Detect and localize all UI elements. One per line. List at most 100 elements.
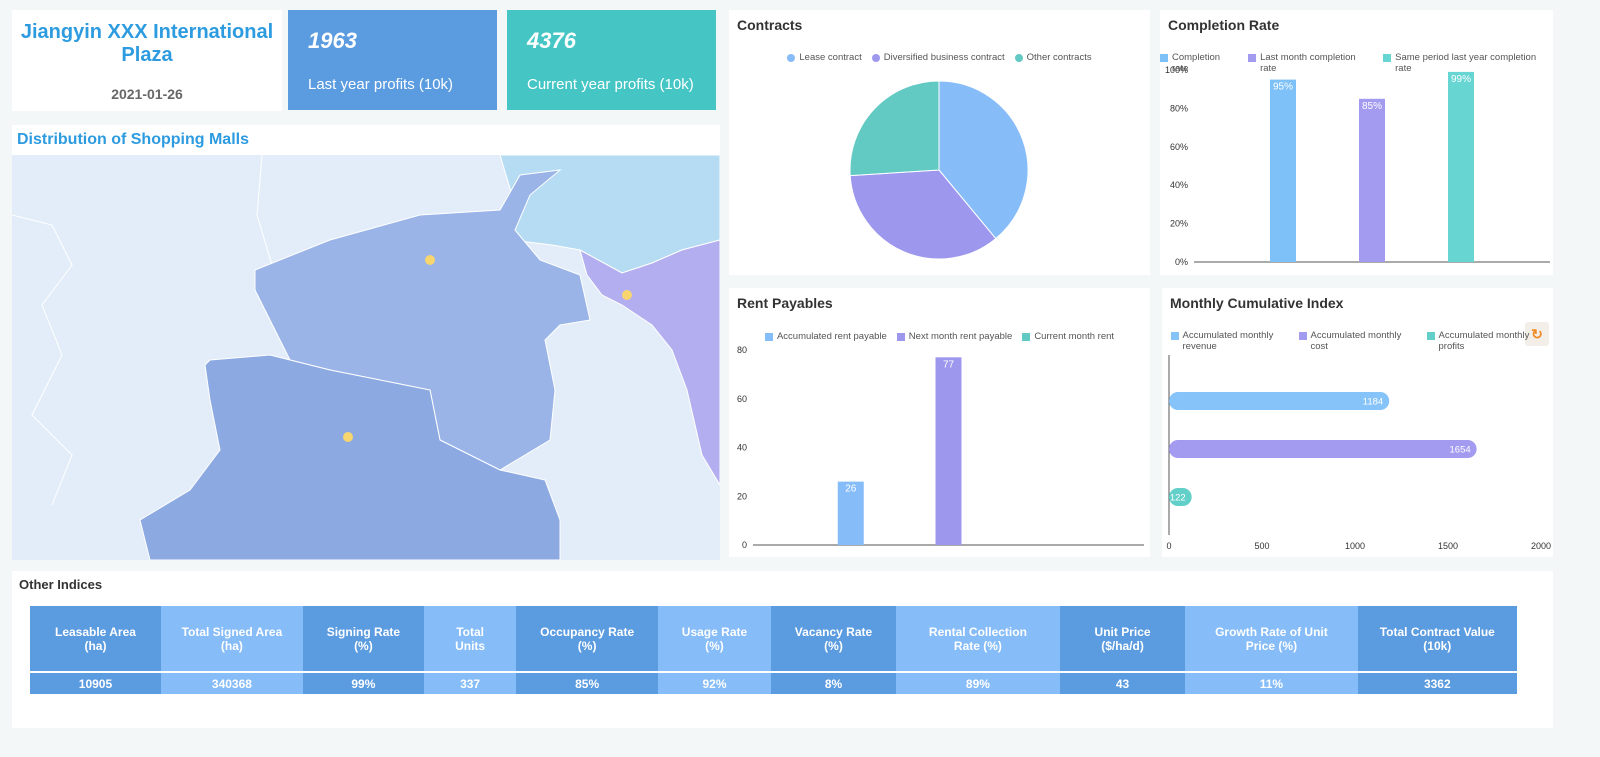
- panel-title: Other Indices: [19, 577, 103, 592]
- legend-label: Next month rent payable: [908, 331, 1013, 342]
- x-tick-label: 500: [1254, 541, 1269, 551]
- table-header-cell: Total Contract Value (10k): [1357, 606, 1517, 671]
- table-cell: 10905: [30, 673, 161, 694]
- bar: [1169, 488, 1192, 506]
- table-header-cell: Vacancy Rate (%): [770, 606, 897, 671]
- legend-label: Accumulated monthly revenue: [1182, 330, 1274, 352]
- legend: Accumulated rent payable Next month rent …: [729, 331, 1150, 342]
- legend-item: Accumulated monthly cost: [1298, 330, 1417, 352]
- kpi-label: Current year profits (10k): [527, 76, 694, 93]
- pie-slice: [938, 80, 1029, 240]
- data-label: 122: [1170, 493, 1186, 504]
- bar: [1270, 79, 1296, 262]
- map: [12, 155, 720, 560]
- pie-slice: [849, 80, 940, 177]
- mall-marker[interactable]: [343, 432, 353, 442]
- legend: Completion rate Last month completion rat…: [1160, 52, 1553, 74]
- page-title: Jiangyin XXX International Plaza: [20, 21, 274, 66]
- panel-title: Contracts: [737, 17, 803, 33]
- map-title: Distribution of Shopping Malls: [17, 131, 249, 148]
- kpi-card: 1963 Last year profits (10k): [288, 10, 497, 110]
- legend-label: Accumulated monthly profits: [1438, 330, 1530, 352]
- table-cell: 92%: [657, 673, 771, 694]
- legend-item: Completion rate: [1160, 52, 1238, 74]
- bar: [1448, 71, 1474, 262]
- legend-item: Accumulated rent payable: [764, 331, 887, 342]
- contracts-panel: Contracts Lease contract Diversified busin…: [729, 10, 1150, 275]
- kpi-value: 1963: [308, 28, 357, 53]
- map-region: [579, 239, 720, 486]
- y-tick-label: 80: [737, 345, 747, 355]
- legend-label: Current month rent: [1034, 331, 1115, 342]
- legend-swatch: [1014, 54, 1023, 62]
- pie-chart: [849, 80, 1029, 260]
- table-cell: 85%: [516, 673, 658, 694]
- table-header-cell: Occupancy Rate (%): [516, 606, 658, 671]
- map-region: [139, 354, 561, 560]
- legend-swatch: [896, 333, 905, 341]
- bar-chart: 0 500 1000 1500 2000 1184 1654 122: [1166, 355, 1551, 551]
- legend-swatch: [1170, 332, 1179, 340]
- legend-item: Diversified business contract: [871, 52, 1005, 63]
- table-header-cell: Leasable Area (ha): [30, 606, 161, 671]
- table-cell: 340368: [160, 673, 303, 694]
- bar: [935, 357, 962, 545]
- map-border: [256, 155, 273, 266]
- legend: Lease contract Diversified business contr…: [729, 52, 1150, 63]
- bar: [837, 481, 864, 545]
- legend-label: Last month completion rate: [1260, 52, 1356, 74]
- legend-label: Other contracts: [1026, 52, 1092, 63]
- legend-swatch: [1248, 54, 1257, 62]
- rent-panel: Rent Payables Accumulated rent payable Nex…: [729, 288, 1150, 557]
- legend-swatch: [1298, 332, 1307, 340]
- kpi-card: 4376 Current year profits (10k): [507, 10, 716, 110]
- mall-marker[interactable]: [425, 255, 435, 265]
- legend-label: Completion rate: [1172, 52, 1221, 74]
- x-tick-label: 1000: [1345, 541, 1365, 551]
- data-label: 85%: [1362, 101, 1382, 112]
- header-panel: Jiangyin XXX International Plaza 2021-01…: [12, 10, 282, 111]
- table-cell: 11%: [1185, 673, 1358, 694]
- y-tick-label: 60%: [1170, 142, 1188, 152]
- pie-slice: [849, 169, 997, 260]
- refresh-button[interactable]: ↻: [1525, 322, 1549, 346]
- table-header-cell: Unit Price ($/ha/d): [1059, 606, 1186, 671]
- table-cell: 89%: [896, 673, 1060, 694]
- kpi-value: 4376: [527, 28, 576, 53]
- table-header-cell: Growth Rate of Unit Price (%): [1185, 606, 1358, 671]
- legend: Accumulated monthly revenue Accumulated m…: [1162, 330, 1553, 352]
- legend-label: Diversified business contract: [883, 52, 1005, 63]
- y-tick-label: 60: [737, 394, 747, 404]
- x-tick-label: 0: [1166, 541, 1171, 551]
- y-tick-label: 80%: [1170, 103, 1188, 113]
- data-label: 1184: [1363, 397, 1383, 408]
- legend-item: Accumulated monthly revenue: [1170, 330, 1289, 352]
- monthly-panel: Monthly Cumulative Index ↻ Accumulated m…: [1162, 288, 1553, 557]
- table-cell: 3362: [1357, 673, 1517, 694]
- table-header-cell: Signing Rate (%): [302, 606, 424, 671]
- data-label: 99%: [1451, 74, 1471, 85]
- legend-item: Last month completion rate: [1248, 52, 1373, 74]
- x-tick-label: 1500: [1438, 541, 1458, 551]
- legend-swatch: [1160, 54, 1168, 62]
- bar: [1169, 392, 1390, 410]
- legend-swatch: [871, 54, 880, 62]
- mall-marker[interactable]: [622, 290, 632, 300]
- y-tick-label: 100%: [1165, 65, 1188, 75]
- data-label: 26: [845, 484, 857, 495]
- legend-item: Same period last year completion rate: [1383, 52, 1553, 74]
- table-row: 10905 340368 99% 337 85% 92% 8% 89% 43 11% 3362: [30, 673, 1517, 694]
- legend-swatch: [1383, 54, 1392, 62]
- y-tick-label: 0: [742, 540, 747, 550]
- table-header-cell: Total Signed Area (ha): [160, 606, 303, 671]
- data-label: 95%: [1273, 82, 1293, 93]
- bar: [1359, 98, 1385, 262]
- legend-swatch: [787, 54, 796, 62]
- table-header-row: Leasable Area (ha) Total Signed Area (ha)…: [30, 606, 1517, 671]
- table-cell: 337: [423, 673, 517, 694]
- map-border: [12, 214, 73, 506]
- panel-title: Rent Payables: [737, 295, 833, 311]
- bar-chart: 0% 20% 40% 60% 80% 100% 95% 85% 99%: [1165, 65, 1550, 267]
- panel-title: Monthly Cumulative Index: [1170, 295, 1344, 311]
- map-panel: Distribution of Shopping Malls: [12, 125, 720, 560]
